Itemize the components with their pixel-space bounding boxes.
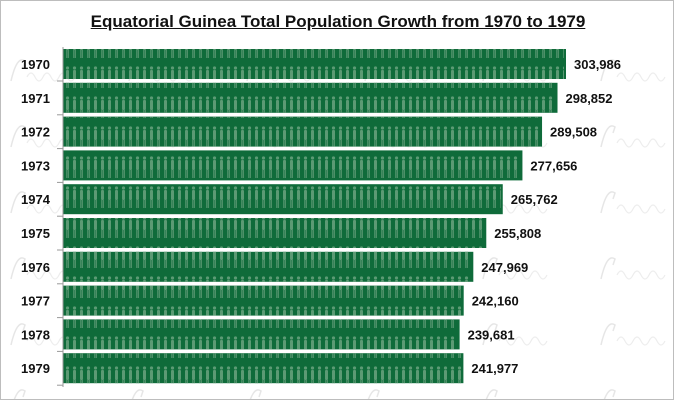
bar-pattern xyxy=(65,49,564,79)
watermark-logo xyxy=(482,257,548,280)
category-label: 1971 xyxy=(21,91,50,106)
watermark-logo xyxy=(482,323,548,346)
watermark-logo xyxy=(485,389,498,399)
data-label: 265,762 xyxy=(511,192,558,207)
bar-pattern xyxy=(65,116,541,147)
chart-title: Equatorial Guinea Total Population Growt… xyxy=(1,12,673,32)
chart-title-text: Equatorial Guinea Total Population Growt… xyxy=(90,12,586,31)
data-label: 303,986 xyxy=(574,57,621,72)
data-label: 239,681 xyxy=(468,327,515,342)
watermark-logo xyxy=(13,389,26,399)
data-label: 277,656 xyxy=(530,158,577,173)
watermark-logo xyxy=(603,389,616,399)
category-label: 1976 xyxy=(21,260,50,275)
category-label: 1973 xyxy=(21,158,50,173)
category-label: 1979 xyxy=(21,361,50,376)
watermark-logo xyxy=(131,389,144,399)
bar-pattern xyxy=(65,150,521,181)
watermark-logo xyxy=(249,389,262,399)
data-label: 242,160 xyxy=(472,294,519,309)
bar-pattern xyxy=(65,319,458,350)
category-label: 1978 xyxy=(21,327,50,342)
watermark-logo xyxy=(600,257,666,280)
watermark-logo xyxy=(600,125,666,148)
data-label: 247,969 xyxy=(481,260,528,275)
category-label: 1974 xyxy=(21,192,51,207)
category-label: 1975 xyxy=(21,226,50,241)
watermark-logo xyxy=(367,389,380,399)
watermark-logo xyxy=(600,323,666,346)
bar-pattern xyxy=(65,285,462,316)
category-label: 1970 xyxy=(21,57,50,72)
data-label: 298,852 xyxy=(566,91,613,106)
data-label: 241,977 xyxy=(471,361,518,376)
data-label: 289,508 xyxy=(550,125,597,140)
bar-pattern xyxy=(65,82,556,113)
category-label: 1972 xyxy=(21,125,50,140)
category-label: 1977 xyxy=(21,294,50,309)
bar-pattern xyxy=(65,353,462,384)
bar-pattern xyxy=(65,218,485,248)
watermark-logo xyxy=(600,59,666,82)
bar-pattern xyxy=(65,184,501,215)
data-label: 255,808 xyxy=(494,226,541,241)
bar-pattern xyxy=(65,251,472,282)
watermark-logo xyxy=(600,191,666,214)
